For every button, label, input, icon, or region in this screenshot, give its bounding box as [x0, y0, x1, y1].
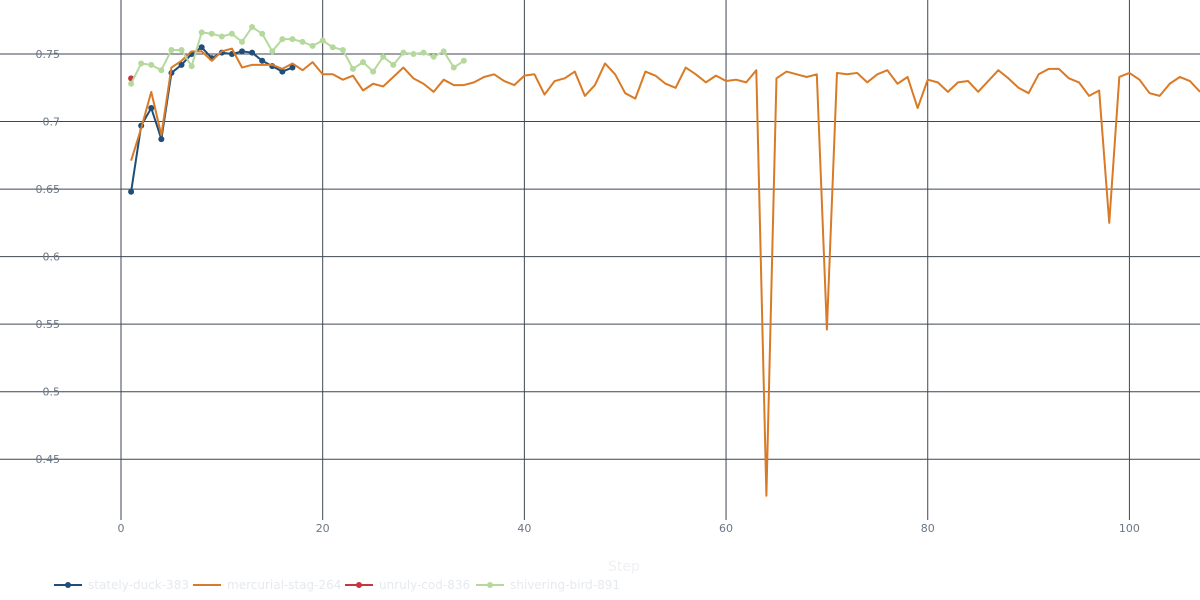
y-tick-label: 0.75	[36, 48, 61, 61]
data-point	[430, 53, 437, 60]
data-point	[420, 49, 427, 56]
data-point	[319, 37, 326, 44]
data-point	[128, 80, 135, 87]
data-point	[299, 38, 306, 45]
grid	[0, 0, 1200, 520]
data-point	[460, 57, 467, 64]
y-tick-label: 0.65	[36, 183, 61, 196]
data-point	[279, 36, 286, 43]
data-point	[269, 48, 276, 55]
legend: stately-duck-383 mercurial-stag-264 unruly…	[54, 578, 620, 592]
y-tick-label: 0.6	[43, 251, 61, 264]
data-point	[259, 57, 266, 64]
data-point	[178, 61, 185, 68]
data-point	[390, 61, 397, 68]
x-tick-label: 20	[316, 522, 330, 535]
data-point	[148, 61, 155, 68]
x-tick-label: 80	[921, 522, 935, 535]
series-line	[130, 26, 465, 85]
data-point	[208, 30, 215, 37]
data-point	[380, 53, 387, 60]
series-line	[130, 46, 293, 192]
data-point	[249, 24, 256, 31]
data-point	[228, 30, 235, 37]
legend-item-shivering-bird-891[interactable]: shivering-bird-891	[476, 578, 620, 592]
legend-item-stately-duck-383[interactable]: stately-duck-383	[54, 578, 189, 592]
data-point	[259, 30, 266, 37]
data-point	[239, 48, 246, 55]
data-point	[138, 60, 145, 67]
x-axis-title: Step	[608, 559, 640, 575]
data-point	[148, 105, 155, 112]
x-tick-label: 0	[118, 522, 125, 535]
data-point	[360, 59, 367, 66]
y-tick-label: 0.45	[36, 453, 61, 466]
legend-swatch-marker	[65, 582, 71, 588]
data-point	[440, 48, 447, 55]
data-point	[198, 44, 205, 51]
legend-label: unruly-cod-836	[379, 578, 470, 592]
series-plot-area	[128, 24, 1200, 497]
tick-labels: 0 20 40 60 80 100 0.45 0.5 0.55 0.6 0.65 0.7 0.75	[36, 48, 1140, 535]
data-point	[410, 51, 417, 58]
data-point	[309, 42, 316, 49]
legend-label: mercurial-stag-264	[227, 578, 341, 592]
x-tick-label: 100	[1119, 522, 1140, 535]
y-tick-label: 0.55	[36, 318, 61, 331]
data-point	[279, 68, 286, 75]
data-point	[339, 46, 346, 53]
data-point	[349, 65, 356, 72]
series-shivering-bird-891	[128, 24, 467, 87]
series-mercurial-stag-264	[130, 47, 1200, 497]
x-tick-label: 40	[517, 522, 531, 535]
legend-swatch-marker	[356, 582, 362, 588]
data-point	[329, 44, 336, 51]
data-point	[158, 136, 165, 143]
legend-label: shivering-bird-891	[510, 578, 620, 592]
series-line	[130, 47, 1200, 497]
data-point	[188, 63, 195, 70]
data-point	[400, 49, 407, 56]
data-point	[239, 38, 246, 45]
data-point	[289, 36, 296, 43]
y-tick-label: 0.7	[43, 116, 61, 129]
data-point	[450, 64, 457, 71]
legend-swatch-marker	[487, 582, 493, 588]
legend-item-unruly-cod-836[interactable]: unruly-cod-836	[345, 578, 470, 592]
y-tick-label: 0.5	[43, 386, 61, 399]
data-point	[128, 188, 135, 195]
data-point	[370, 68, 377, 75]
x-tick-label: 60	[719, 522, 733, 535]
data-point	[198, 29, 205, 36]
data-point	[178, 46, 185, 53]
data-point	[218, 33, 225, 40]
legend-label: stately-duck-383	[88, 578, 189, 592]
legend-item-mercurial-stag-264[interactable]: mercurial-stag-264	[193, 578, 341, 592]
data-point	[289, 64, 296, 71]
data-point	[168, 46, 175, 53]
data-point	[158, 67, 165, 74]
data-point	[249, 49, 256, 56]
